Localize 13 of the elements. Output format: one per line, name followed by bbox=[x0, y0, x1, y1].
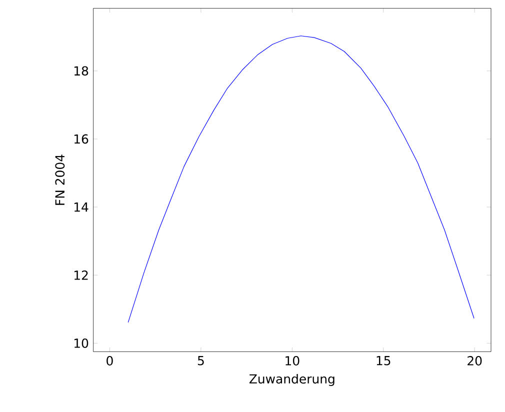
y-tick-label: 14 bbox=[74, 202, 88, 212]
x-tick-label: 5 bbox=[198, 356, 204, 366]
y-tick-label: 16 bbox=[74, 134, 88, 144]
x-tick-label: 10 bbox=[286, 356, 300, 366]
y-axis-title: FN 2004 bbox=[55, 154, 65, 205]
line-series bbox=[128, 36, 474, 323]
x-tick-label: 20 bbox=[468, 356, 482, 366]
x-tick-label: 15 bbox=[376, 356, 390, 366]
x-tick-label: 0 bbox=[106, 356, 113, 366]
x-axis-title: Zuwanderung bbox=[249, 374, 334, 386]
y-tick-label: 12 bbox=[74, 270, 88, 280]
y-tick-label: 18 bbox=[74, 66, 88, 76]
y-tick-label: 10 bbox=[74, 338, 88, 348]
